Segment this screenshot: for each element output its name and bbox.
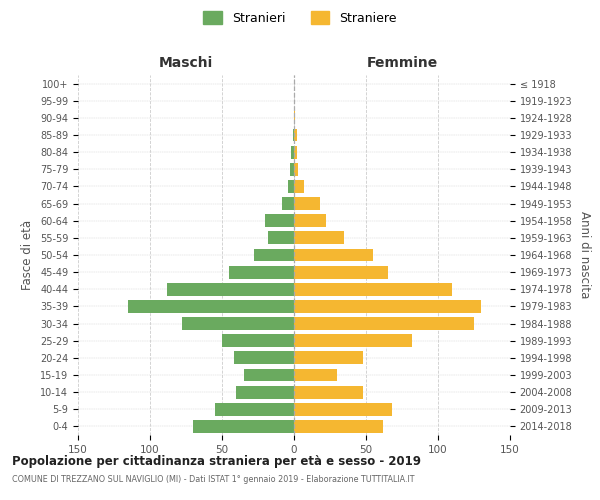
Bar xyxy=(128,300,294,313)
Text: Maschi: Maschi xyxy=(159,56,213,70)
Bar xyxy=(167,283,294,296)
Bar xyxy=(294,214,326,227)
Bar xyxy=(294,368,337,382)
Bar xyxy=(288,180,294,193)
Bar xyxy=(294,334,412,347)
Bar xyxy=(294,283,452,296)
Bar xyxy=(294,146,297,158)
Text: COMUNE DI TREZZANO SUL NAVIGLIO (MI) - Dati ISTAT 1° gennaio 2019 - Elaborazione: COMUNE DI TREZZANO SUL NAVIGLIO (MI) - D… xyxy=(12,475,415,484)
Bar xyxy=(233,352,294,364)
Bar xyxy=(265,214,294,227)
Bar xyxy=(236,386,294,398)
Bar xyxy=(294,300,481,313)
Text: Femmine: Femmine xyxy=(367,56,437,70)
Bar xyxy=(291,146,294,158)
Bar xyxy=(294,352,363,364)
Bar xyxy=(294,197,320,210)
Y-axis label: Anni di nascita: Anni di nascita xyxy=(578,212,591,298)
Bar xyxy=(294,248,373,262)
Text: Popolazione per cittadinanza straniera per età e sesso - 2019: Popolazione per cittadinanza straniera p… xyxy=(12,455,421,468)
Bar xyxy=(294,112,295,124)
Bar xyxy=(290,163,294,175)
Bar xyxy=(254,248,294,262)
Y-axis label: Fasce di età: Fasce di età xyxy=(22,220,34,290)
Bar xyxy=(294,163,298,175)
Bar xyxy=(283,197,294,210)
Bar xyxy=(229,266,294,278)
Bar xyxy=(294,232,344,244)
Bar xyxy=(244,368,294,382)
Bar xyxy=(293,128,294,141)
Bar xyxy=(294,403,392,415)
Bar xyxy=(294,128,297,141)
Bar xyxy=(182,317,294,330)
Bar xyxy=(294,386,363,398)
Bar xyxy=(294,317,474,330)
Bar xyxy=(294,266,388,278)
Bar xyxy=(222,334,294,347)
Bar xyxy=(294,180,304,193)
Bar xyxy=(193,420,294,433)
Bar xyxy=(294,420,383,433)
Bar xyxy=(268,232,294,244)
Legend: Stranieri, Straniere: Stranieri, Straniere xyxy=(203,11,397,25)
Bar xyxy=(215,403,294,415)
